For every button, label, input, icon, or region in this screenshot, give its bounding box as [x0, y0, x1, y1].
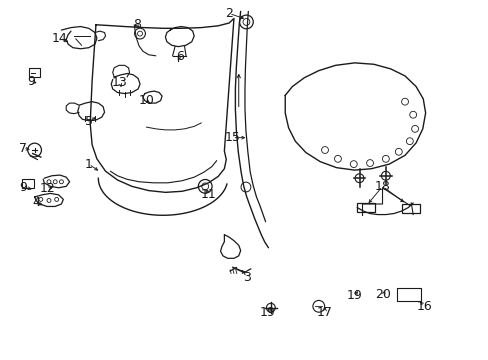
Text: 19: 19	[259, 306, 275, 319]
Text: 19: 19	[346, 289, 362, 302]
Text: 16: 16	[415, 300, 431, 313]
Text: 6: 6	[176, 50, 183, 63]
Text: 12: 12	[39, 182, 55, 195]
Text: 15: 15	[224, 131, 240, 144]
Text: 1: 1	[84, 158, 93, 171]
Text: 20: 20	[375, 288, 390, 301]
Bar	[356, 203, 375, 212]
Text: 4: 4	[32, 197, 40, 210]
Text: 7: 7	[19, 142, 27, 155]
Text: 14: 14	[52, 32, 68, 45]
Text: 9: 9	[19, 181, 27, 194]
Text: 9: 9	[27, 75, 35, 88]
Text: 10: 10	[138, 94, 154, 107]
Bar	[22, 179, 34, 188]
Text: 18: 18	[374, 180, 389, 193]
Text: 11: 11	[200, 188, 216, 201]
Bar	[401, 204, 419, 213]
Text: 2: 2	[225, 7, 233, 20]
Bar	[29, 68, 41, 77]
Text: 8: 8	[132, 18, 141, 31]
Text: 5: 5	[84, 115, 93, 128]
Text: 13: 13	[112, 76, 127, 90]
Text: 17: 17	[316, 306, 332, 319]
Text: 3: 3	[243, 270, 250, 284]
